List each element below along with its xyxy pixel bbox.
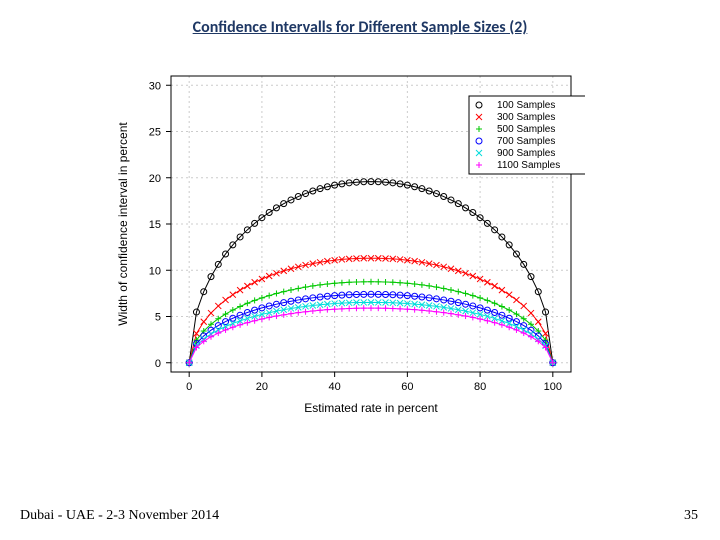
svg-text:40: 40 [329,381,341,393]
footer-location-date: Dubai - UAE - 2-3 November 2014 [20,508,219,524]
svg-text:5: 5 [155,312,161,324]
svg-text:30: 30 [149,80,161,92]
svg-text:25: 25 [149,127,161,139]
svg-text:500 Samples: 500 Samples [497,124,555,135]
svg-text:1100 Samples: 1100 Samples [497,160,560,171]
svg-text:Estimated rate in percent: Estimated rate in percent [304,401,438,415]
svg-text:80: 80 [474,381,486,393]
svg-text:20: 20 [149,173,161,185]
page-title: Confidence Intervalls for Different Samp… [0,18,720,37]
svg-text:60: 60 [401,381,413,393]
svg-text:0: 0 [186,381,192,393]
svg-text:20: 20 [256,381,268,393]
svg-text:100: 100 [544,381,562,393]
svg-text:Width of confidence interval i: Width of confidence interval in percent [116,122,130,326]
confidence-interval-chart: 0 20 40 60 80 100 0 5 10 15 20 25 30 Estimated rate i… [105,60,585,445]
svg-text:900 Samples: 900 Samples [497,148,555,159]
svg-text:15: 15 [149,219,161,231]
chart-legend: 100 Samples300 Samples500 Samples700 Sam… [469,96,585,174]
svg-text:0: 0 [155,358,161,370]
svg-text:300 Samples: 300 Samples [497,112,555,123]
svg-text:100 Samples: 100 Samples [497,100,555,111]
svg-text:700 Samples: 700 Samples [497,136,555,147]
slide-number: 35 [684,508,698,524]
svg-text:10: 10 [149,265,161,277]
